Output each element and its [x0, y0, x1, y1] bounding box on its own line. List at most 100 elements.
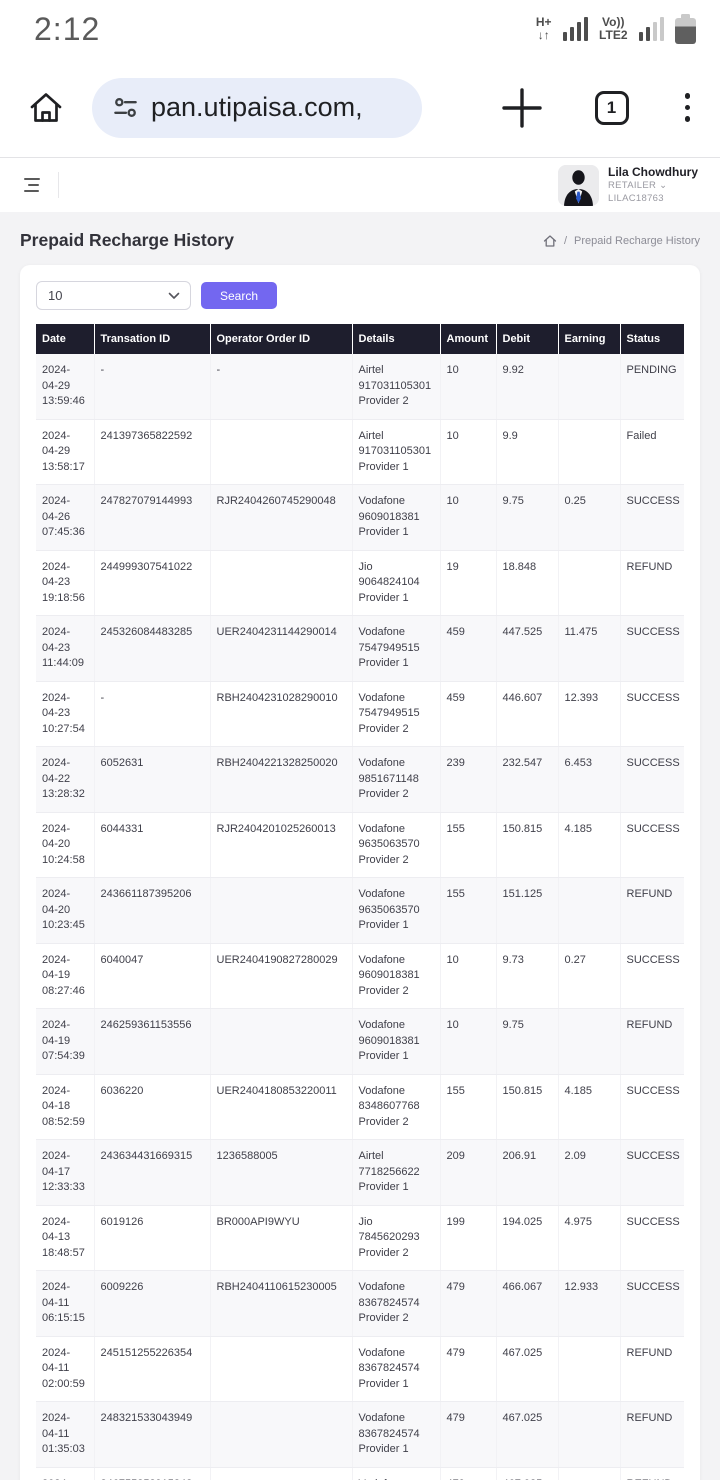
site-settings-icon[interactable]: [112, 94, 139, 121]
user-menu[interactable]: Lila Chowdhury RETAILER ⌄ LILAC18763: [558, 164, 698, 206]
cell-transaction-id: 244999307541022: [94, 550, 211, 616]
column-header: Operator Order ID: [210, 324, 353, 354]
cell-transaction-id: 6052631: [94, 746, 211, 813]
cell-amount: 199: [440, 1205, 497, 1271]
cell-status: SUCCESS: [620, 1270, 684, 1337]
cell-operator-order-id: RBH2404221328250020: [210, 746, 353, 813]
table-row: 2024- 04-23 11:44:09 245326084483285 UER…: [36, 615, 684, 682]
browser-home-button[interactable]: [26, 88, 66, 128]
url-text: pan.utipaisa.com,: [151, 92, 363, 122]
breadcrumb: / Prepaid Recharge History: [543, 234, 700, 248]
table-row: 2024- 04-18 08:52:59 6036220 UER24041808…: [36, 1074, 684, 1140]
cell-amount: 155: [440, 812, 497, 878]
cell-details: Vodafone 7547949515 Provider 1: [352, 615, 441, 682]
cell-status: PENDING: [620, 354, 684, 420]
cell-status: SUCCESS: [620, 484, 684, 551]
cell-date: 2024- 04-20 10:24:58: [36, 812, 95, 878]
cell-debit: 447.525: [496, 615, 559, 682]
cell-earning: 11.475: [558, 615, 621, 682]
cell-details: Airtel 917031105301 Provider 2: [352, 354, 441, 420]
cell-date: 2024- 04-29 13:58:17: [36, 419, 95, 485]
cell-status: REFUND: [620, 1008, 684, 1075]
cell-amount: 155: [440, 877, 497, 944]
network-type-indicator: H+ ↓↑: [535, 15, 552, 42]
cell-operator-order-id: -: [210, 354, 353, 420]
cell-date: 2024- 04-17 12:33:33: [36, 1139, 95, 1206]
app-header: Lila Chowdhury RETAILER ⌄ LILAC18763: [0, 158, 720, 212]
cell-details: Vodafone 8367824574 Provider 2: [352, 1270, 441, 1337]
cell-status: REFUND: [620, 877, 684, 944]
cell-operator-order-id: [210, 1401, 353, 1468]
cell-debit: 9.92: [496, 354, 559, 420]
cell-transaction-id: 6009226: [94, 1270, 211, 1337]
cell-transaction-id: 246259361153556: [94, 1008, 211, 1075]
cell-debit: 150.815: [496, 1074, 559, 1140]
table-row: 2024- 246755358915842 Vodafone 479 467.0…: [36, 1467, 684, 1480]
search-button[interactable]: Search: [201, 282, 278, 309]
cell-amount: 10: [440, 1008, 497, 1075]
cell-transaction-id: 247827079144993: [94, 484, 211, 551]
cell-status: SUCCESS: [620, 1139, 684, 1206]
recharge-history-table: Date Transation ID Operator Order ID Detail…: [36, 324, 684, 1480]
cell-status: REFUND: [620, 550, 684, 616]
user-name: Lila Chowdhury: [608, 165, 698, 180]
cell-operator-order-id: 1236588005: [210, 1139, 353, 1206]
cell-amount: 209: [440, 1139, 497, 1206]
cell-date: 2024- 04-23 11:44:09: [36, 615, 95, 682]
breadcrumb-current: Prepaid Recharge History: [574, 234, 700, 247]
breadcrumb-home-icon[interactable]: [543, 234, 557, 248]
cell-transaction-id: -: [94, 354, 211, 420]
cell-debit: 9.75: [496, 484, 559, 551]
breadcrumb-separator: /: [563, 234, 568, 247]
cell-operator-order-id: [210, 1008, 353, 1075]
home-icon: [30, 92, 62, 122]
table-row: 2024- 04-26 07:45:36 247827079144993 RJR…: [36, 484, 684, 551]
cell-debit: 467.025: [496, 1336, 559, 1402]
cell-earning: [558, 1336, 621, 1402]
battery-icon: [675, 14, 696, 44]
table-row: 2024- 04-11 06:15:15 6009226 RBH24041106…: [36, 1270, 684, 1337]
cell-details: Vodafone 9609018381 Provider 1: [352, 1008, 441, 1075]
cell-debit: 466.067: [496, 1270, 559, 1337]
recharge-history-card: 10 Search Date Transation ID Operator Orde…: [20, 265, 700, 1480]
cell-status: SUCCESS: [620, 1074, 684, 1140]
page-title: Prepaid Recharge History: [20, 230, 234, 250]
table-row: 2024- 04-23 10:27:54 - RBH24042310282900…: [36, 681, 684, 747]
cell-details: Airtel 917031105301 Provider 1: [352, 419, 441, 485]
cell-status: REFUND: [620, 1467, 684, 1480]
tab-switcher-button[interactable]: 1: [594, 90, 629, 125]
cell-earning: [558, 354, 621, 420]
user-id: LILAC18763: [608, 192, 664, 204]
cell-operator-order-id: RBH2404110615230005: [210, 1270, 353, 1337]
cell-status: SUCCESS: [620, 681, 684, 747]
cell-details: Vodafone 9609018381 Provider 2: [352, 943, 441, 1009]
cell-amount: 459: [440, 681, 497, 747]
url-bar[interactable]: pan.utipaisa.com,: [92, 77, 422, 138]
browser-menu-icon[interactable]: [681, 89, 695, 126]
cell-status: SUCCESS: [620, 812, 684, 878]
cell-operator-order-id: [210, 550, 353, 616]
cell-amount: 239: [440, 746, 497, 813]
signal-strength-icon-sim1: [562, 17, 589, 41]
cell-details: Vodafone 9609018381 Provider 1: [352, 484, 441, 551]
page-size-select[interactable]: 10: [36, 281, 191, 310]
cell-debit: 9.75: [496, 1008, 559, 1075]
cell-date: 2024- 04-23 10:27:54: [36, 681, 95, 747]
header-divider: [58, 172, 59, 198]
cell-status: SUCCESS: [620, 943, 684, 1009]
cell-transaction-id: 6036220: [94, 1074, 211, 1140]
table-row: 2024- 04-20 10:23:45 243661187395206 Vod…: [36, 877, 684, 944]
cell-details: Vodafone 7547949515 Provider 2: [352, 681, 441, 747]
cell-earning: 12.393: [558, 681, 621, 747]
cell-earning: 2.09: [558, 1139, 621, 1206]
cell-operator-order-id: BR000API9WYU: [210, 1205, 353, 1271]
cell-transaction-id: 243661187395206: [94, 877, 211, 944]
cell-status: SUCCESS: [620, 746, 684, 813]
cell-date: 2024- 04-18 08:52:59: [36, 1074, 95, 1140]
cell-earning: [558, 550, 621, 616]
table-row: 2024- 04-19 07:54:39 246259361153556 Vod…: [36, 1008, 684, 1075]
cell-amount: 479: [440, 1401, 497, 1468]
cell-status: REFUND: [620, 1336, 684, 1402]
menu-toggle-icon[interactable]: [22, 176, 42, 194]
new-tab-icon[interactable]: [501, 87, 543, 129]
